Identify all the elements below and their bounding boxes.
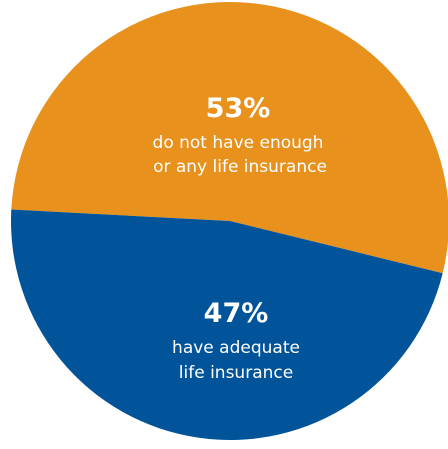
slice-percent-label-0: 53% bbox=[206, 93, 271, 124]
slice-description-line-0-0: do not have enough bbox=[153, 133, 324, 153]
slice-percent-label-1: 47% bbox=[204, 298, 269, 329]
pie-slice-1 bbox=[10, 209, 443, 441]
slice-label-group-1: 47% have adequate life insurance bbox=[172, 298, 300, 383]
slice-description-line-0-1: or any life insurance bbox=[153, 157, 327, 177]
slice-description-line-1-0: have adequate bbox=[172, 338, 300, 358]
pie-slice-0 bbox=[11, 2, 448, 274]
slice-description-line-1-1: life insurance bbox=[179, 363, 293, 383]
pie-slices bbox=[10, 2, 448, 441]
slice-label-group-0: 53% do not have enough or any life insur… bbox=[153, 93, 327, 177]
